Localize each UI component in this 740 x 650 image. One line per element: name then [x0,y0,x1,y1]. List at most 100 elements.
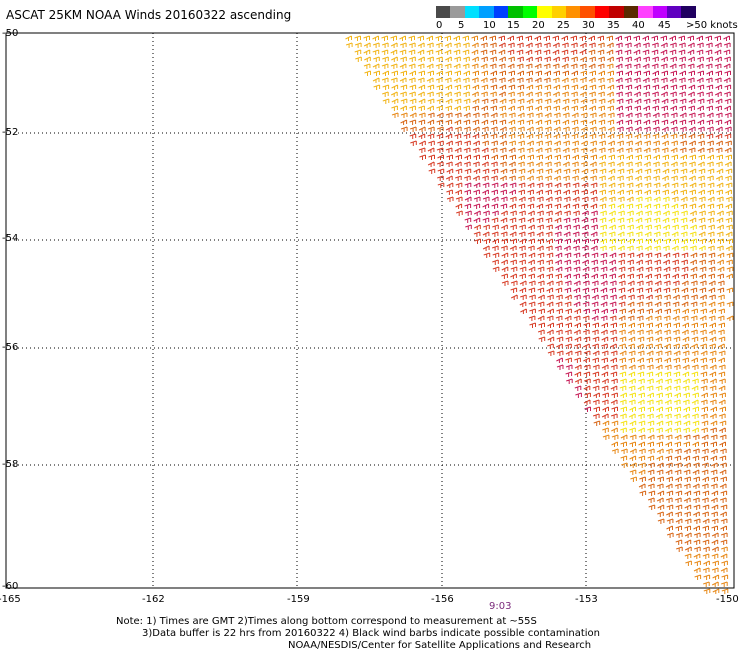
wind-barb [629,406,636,412]
wind-barb [671,140,678,146]
wind-barb [500,168,508,174]
wind-barb [706,91,713,97]
wind-barb [620,455,628,461]
wind-barb [693,553,701,559]
wind-barb [538,322,545,328]
wind-barb [720,532,728,538]
wind-barb [637,413,645,419]
wind-barb [610,343,617,349]
wind-barb [574,322,581,328]
wind-barb [681,273,688,279]
wind-barb [716,182,724,188]
wind-barb [589,133,597,139]
wind-barb [726,238,733,244]
wind-barb [653,168,661,174]
wind-barb [683,441,690,447]
wind-barb [499,84,507,90]
wind-barb [648,490,656,496]
wind-barb [654,266,662,272]
wind-barb [581,182,589,188]
wind-barb [535,91,542,97]
wind-barb [526,175,534,181]
colorbar-label: 35 [607,20,620,31]
wind-barb [643,133,651,139]
wind-barb [602,420,610,426]
wind-barb [611,448,619,454]
wind-barb [701,427,708,433]
wind-barb [417,77,425,83]
wind-barb [519,287,527,293]
wind-barb [697,70,704,76]
wind-barb [598,105,605,111]
wind-barb [671,154,678,160]
wind-barb [544,161,552,167]
wind-barb [409,70,416,76]
wind-barb [620,420,628,426]
colorbar-label: 45 [658,20,671,31]
wind-barb [464,196,472,202]
wind-barb [616,70,623,76]
wind-barb [427,98,435,104]
wind-barb [716,231,724,237]
wind-barb [724,98,732,104]
wind-barb [663,273,670,279]
wind-barb [538,308,545,314]
wind-barb [619,364,627,370]
wind-barb [625,91,632,97]
wind-barb [707,245,715,251]
wind-barb [635,154,642,160]
wind-barb [556,364,564,370]
wind-barb [445,112,453,118]
wind-barb [688,56,695,62]
wind-barb [618,224,625,230]
wind-barb [626,140,633,146]
wind-barb [691,385,699,391]
wind-barb [675,532,683,538]
wind-barb [702,567,710,573]
wind-barb [657,518,665,524]
wind-barb [689,210,697,216]
wind-barb [724,126,732,132]
wind-barb [675,511,682,517]
wind-barb [652,112,660,118]
wind-barb [691,336,699,342]
wind-barb [517,56,524,62]
wind-barb [409,105,416,111]
wind-barb [691,413,699,419]
wind-barb [684,532,692,538]
wind-barb [399,77,407,83]
wind-barb [661,98,669,104]
wind-barb [364,70,371,76]
wind-barb [518,217,526,223]
wind-barb [606,91,614,97]
wind-barb [689,189,696,195]
wind-barb [445,175,453,181]
wind-barb [435,42,443,48]
wind-barb [400,98,408,104]
wind-barb [535,147,543,153]
wind-barb [600,329,608,335]
wind-barb [655,378,663,384]
wind-barb [675,525,682,531]
wind-barb [662,203,670,209]
wind-barb [725,175,732,181]
wind-barb [573,273,580,279]
wind-barb [516,49,524,55]
wind-barb [427,56,434,62]
wind-barb [565,336,573,342]
wind-barb [719,420,727,426]
wind-barb [619,350,627,356]
wind-barb [463,91,470,97]
wind-barb [527,217,535,223]
wind-barb [444,91,452,97]
wind-barb [599,175,606,181]
wind-barb [702,476,709,482]
wind-barb [599,168,607,174]
wind-barb [637,364,645,370]
wind-barb [682,350,690,356]
wind-barb [707,140,714,146]
wind-barb [610,399,618,405]
wind-barb [715,126,723,132]
lon-label-156: -156 [431,594,454,605]
wind-barb [688,119,696,125]
